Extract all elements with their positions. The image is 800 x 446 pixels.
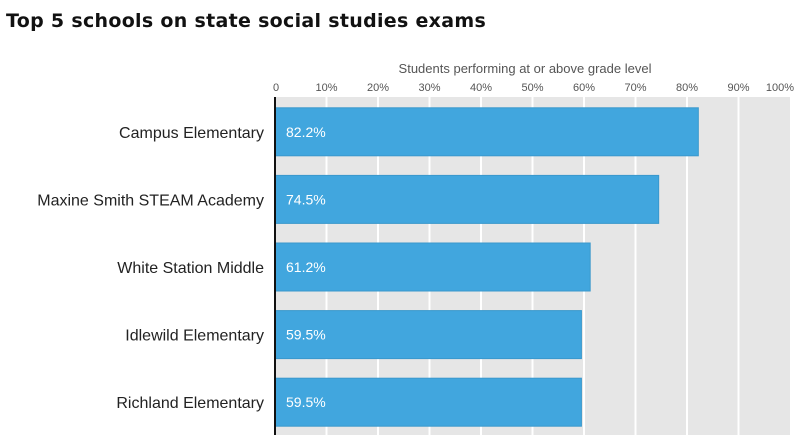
x-tick-label: 90%: [727, 82, 749, 94]
bar: [274, 174, 660, 224]
labels-layer: 0 10% 20% 30% 40% 50% 60% 70% 80% 90% 100% 82.2% Cam…: [37, 82, 794, 412]
bar-value-label: 59.5%: [286, 327, 326, 343]
bar-value-label: 61.2%: [286, 259, 326, 275]
x-axis-title: Students performing at or above grade le…: [399, 61, 652, 76]
x-tick-label: 80%: [676, 82, 698, 94]
bar-value-label: 74.5%: [286, 191, 326, 207]
x-tick-label: 50%: [521, 82, 543, 94]
bar-value-label: 59.5%: [286, 394, 326, 410]
category-label: Richland Elementary: [116, 395, 264, 412]
x-tick-label: 70%: [624, 82, 646, 94]
bar: [274, 377, 582, 427]
bar: [274, 107, 699, 157]
category-label: Maxine Smith STEAM Academy: [37, 192, 264, 209]
bar: [274, 242, 591, 292]
category-label: Campus Elementary: [119, 125, 264, 142]
x-tick-label: 20%: [367, 82, 389, 94]
bar-value-label: 82.2%: [286, 124, 326, 140]
x-tick-label: 40%: [470, 82, 492, 94]
x-tick-label: 100%: [766, 82, 794, 94]
x-tick-label: 30%: [418, 82, 440, 94]
x-tick-label: 60%: [573, 82, 595, 94]
chart-title: Top 5 schools on state social studies ex…: [6, 10, 487, 32]
bars-layer: [274, 107, 699, 427]
x-tick-label: 10%: [315, 82, 337, 94]
category-label: White Station Middle: [117, 260, 264, 277]
bar: [274, 310, 582, 360]
x-tick-label: 0: [273, 82, 279, 94]
category-label: Idlewild Elementary: [125, 328, 264, 345]
